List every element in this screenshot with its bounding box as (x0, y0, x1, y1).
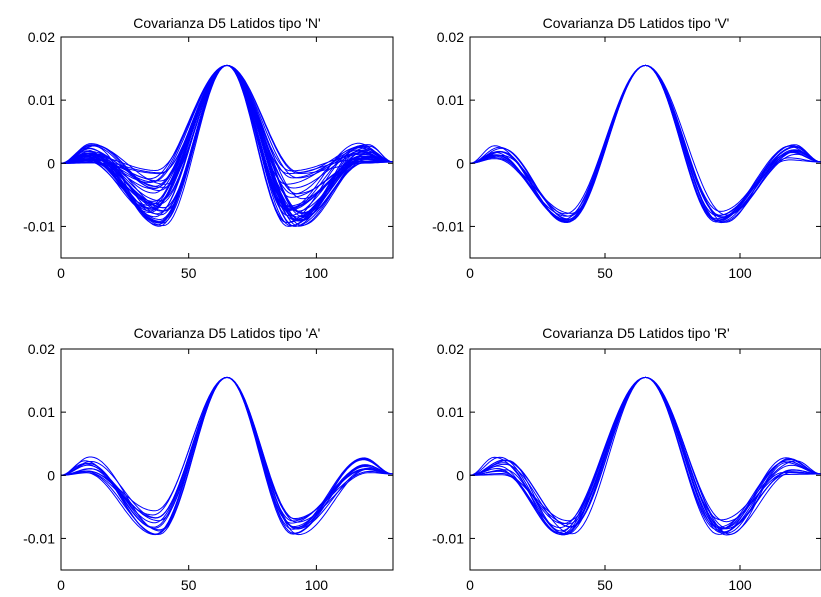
subplot-title: Covarianza D5 Latidos tipo 'N' (133, 15, 320, 31)
y-tick-label: 0.02 (28, 341, 55, 357)
y-tick-label: 0.01 (437, 404, 464, 420)
y-tick-label: 0.01 (28, 92, 55, 108)
x-tick-label: 50 (597, 265, 613, 281)
x-tick-label: 0 (57, 577, 65, 593)
y-tick-label: 0.02 (437, 29, 464, 45)
y-tick-label: 0 (47, 467, 55, 483)
series-line (61, 376, 393, 535)
y-tick-label: 0 (456, 155, 464, 171)
y-tick-label: 0.01 (28, 404, 55, 420)
series-group (470, 376, 821, 536)
y-tick-label: 0.01 (437, 92, 464, 108)
axes-box (60, 348, 394, 571)
subplot-r: Covarianza D5 Latidos tipo 'R' 0 50 100 -0.… (432, 325, 821, 593)
x-tick-label: 0 (466, 577, 474, 593)
y-tick-label: -0.01 (432, 218, 464, 234)
subplot-n: Covarianza D5 Latidos tipo 'N' 0 50 100 -0.… (23, 15, 394, 281)
x-tick-label: 50 (181, 265, 197, 281)
x-tick-label: 100 (305, 577, 329, 593)
tick-group: 0 50 100 -0.01 0 0.01 0.02 (23, 29, 393, 281)
y-tick-label: 0 (456, 467, 464, 483)
x-tick-label: 100 (305, 265, 329, 281)
x-tick-label: 0 (466, 265, 474, 281)
tick-group: 0 50 100 -0.01 0 0.01 0.02 (432, 29, 821, 281)
series-line (470, 376, 821, 530)
subplot-title: Covarianza D5 Latidos tipo 'A' (134, 325, 321, 341)
series-group (61, 64, 393, 227)
subplot-title: Covarianza D5 Latidos tipo 'R' (542, 325, 729, 341)
subplot-a: Covarianza D5 Latidos tipo 'A' 0 50 100 -0.… (23, 325, 394, 593)
y-tick-label: -0.01 (23, 218, 55, 234)
subplot-title: Covarianza D5 Latidos tipo 'V' (543, 15, 730, 31)
y-tick-label: 0.02 (437, 341, 464, 357)
y-tick-label: 0.02 (28, 29, 55, 45)
axes-box (469, 348, 821, 571)
axes-box (469, 36, 821, 259)
y-tick-label: -0.01 (23, 530, 55, 546)
axes-box (60, 36, 394, 259)
x-tick-label: 100 (728, 577, 752, 593)
series-group (61, 376, 393, 536)
series-line (61, 64, 393, 218)
x-tick-label: 0 (57, 265, 65, 281)
x-tick-label: 100 (728, 265, 752, 281)
tick-group: 0 50 100 -0.01 0 0.01 0.02 (432, 341, 821, 593)
series-group (470, 64, 821, 224)
x-tick-label: 50 (181, 577, 197, 593)
y-tick-label: 0 (47, 155, 55, 171)
series-line (470, 64, 821, 222)
x-tick-label: 50 (597, 577, 613, 593)
subplot-v: Covarianza D5 Latidos tipo 'V' 0 50 100 -0.… (432, 15, 821, 281)
tick-group: 0 50 100 -0.01 0 0.01 0.02 (23, 341, 393, 593)
y-tick-label: -0.01 (432, 530, 464, 546)
